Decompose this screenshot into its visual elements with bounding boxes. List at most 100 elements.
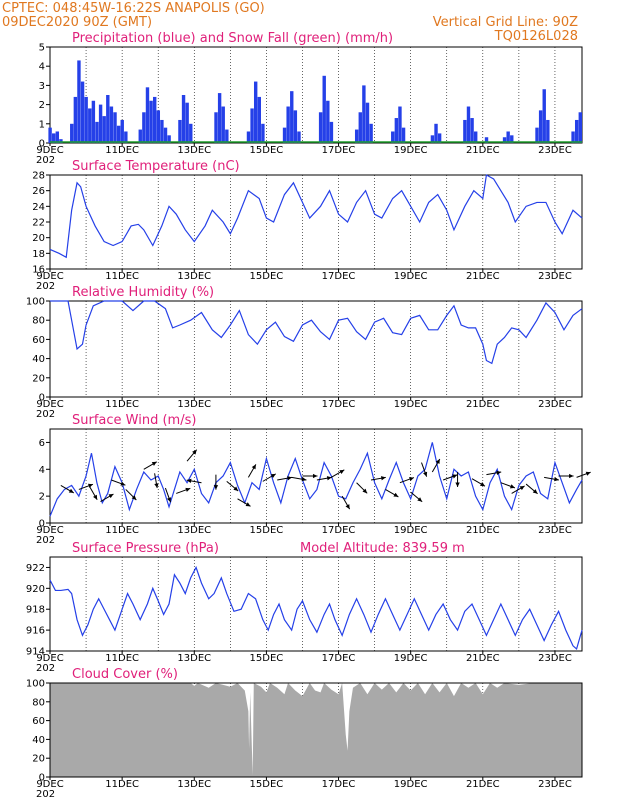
precip-bar <box>70 123 74 143</box>
cloud-ytick-label: 100 <box>26 679 45 690</box>
precip-bar <box>95 121 99 143</box>
wind-arrow-head <box>192 449 197 455</box>
wind-arrow-head <box>452 474 458 479</box>
cloud-panel: Cloud Cover (%) 0 20 40 60 80 100 9DEC 11DEC 13DE… <box>26 667 583 800</box>
rh-ytick-label: 0 <box>39 393 45 404</box>
precip-bar <box>88 108 92 143</box>
pressure-date-label: 21DEC <box>466 653 500 664</box>
rh-date-label: 11DEC <box>105 399 139 410</box>
precip-bar <box>98 104 103 143</box>
temp-date-label: 13DEC <box>177 271 211 282</box>
wind-arrow-head <box>569 473 574 479</box>
cloud-date-label: 9DEC <box>36 779 63 790</box>
wind-arrow-head <box>108 494 114 499</box>
cloud-date-label: 17DEC <box>322 779 356 790</box>
wind-ytick-label: 2 <box>39 492 45 503</box>
temp-title: Surface Temperature (nC) <box>72 159 240 174</box>
pressure-ytick-label: 922 <box>26 563 45 574</box>
precip-bar <box>185 102 189 143</box>
temp-date-label: 15DEC <box>250 271 284 282</box>
precip-bar <box>574 119 579 143</box>
precip-bar <box>401 127 406 143</box>
temp-ytick-label: 20 <box>32 233 45 244</box>
pressure-date-label: 17DEC <box>322 653 356 664</box>
precip-bar <box>297 131 301 143</box>
precip-bar <box>354 129 359 143</box>
pressure-ytick-label: 920 <box>26 584 45 595</box>
precip-bar <box>257 96 261 143</box>
precip-bar <box>160 119 164 143</box>
precip-bar <box>470 118 474 143</box>
precip-bar <box>156 110 161 143</box>
wind-ytick-label: 4 <box>39 465 45 476</box>
temp-ytick-label: 16 <box>32 265 45 276</box>
wind-arrow-head <box>186 478 192 484</box>
precip-bar <box>546 119 550 143</box>
precip-ytick-label: 1 <box>39 119 45 130</box>
precip-bar <box>163 127 168 143</box>
rh-ytick-label: 80 <box>32 316 45 327</box>
temp-frame <box>49 174 583 270</box>
precip-bar <box>73 96 78 143</box>
temp-ytick-label: 28 <box>32 171 45 182</box>
wind-arrow-head <box>585 471 591 476</box>
rh-ytick-label: 100 <box>26 297 45 308</box>
grid-note: Vertical Grid Line: 90Z <box>433 15 578 30</box>
wind-arrow-head <box>380 476 386 481</box>
wind-arrow-head <box>479 482 485 487</box>
wind-arrow-head <box>496 470 502 475</box>
precip-ytick-label: 5 <box>39 43 45 54</box>
precip-date-label: 13DEC <box>177 145 211 156</box>
cloud-cover-area <box>50 683 582 777</box>
pressure-series-line <box>49 565 583 650</box>
wind-frame <box>49 428 583 524</box>
precip-bar <box>261 123 265 143</box>
wind-date-label: 13DEC <box>177 525 211 536</box>
precip-bar <box>463 119 467 143</box>
wind-arrow-head <box>455 482 460 487</box>
temp-ytick-label: 24 <box>32 202 45 213</box>
wind-ytick-label: 0 <box>39 519 45 530</box>
pressure-date-label: 15DEC <box>250 653 284 664</box>
wind-arrow-head <box>301 477 307 482</box>
precip-bar <box>430 135 435 143</box>
rh-year-stub: 202 <box>36 409 55 420</box>
precip-bar <box>149 100 153 143</box>
pressure-subtitle: Model Altitude: 839.59 m <box>300 541 465 556</box>
cloud-date-label: 15DEC <box>250 779 284 790</box>
precip-bar <box>538 110 543 143</box>
wind-arrow-head <box>509 484 515 489</box>
cloud-ytick-label: 20 <box>32 754 45 765</box>
rh-title: Relative Humidity (%) <box>72 285 214 300</box>
rh-ytick-label: 60 <box>32 335 45 346</box>
precip-date-label: 21DEC <box>466 145 500 156</box>
precip-bar <box>102 116 106 143</box>
precip-bar <box>434 123 438 143</box>
rh-date-label: 19DEC <box>394 399 428 410</box>
wind-title: Surface Wind (m/s) <box>72 413 196 428</box>
precip-bar <box>571 131 575 143</box>
pressure-date-label: 13DEC <box>177 653 211 664</box>
temp-series-line <box>49 174 583 259</box>
wind-arrow-head <box>287 476 292 481</box>
rh-date-label: 9DEC <box>36 399 63 410</box>
temp-date-label: 11DEC <box>105 271 139 282</box>
rh-date-label: 17DEC <box>322 399 356 410</box>
wind-date-label: 15DEC <box>250 525 284 536</box>
wind-arrow-head <box>87 483 93 488</box>
panels-group: Precipitation (blue) and Snow Fall (gree… <box>26 31 591 800</box>
temp-date-label: 23DEC <box>538 271 572 282</box>
precip-date-label: 15DEC <box>250 145 284 156</box>
wind-arrow-head <box>326 476 332 481</box>
precip-bar <box>391 131 395 143</box>
precip-date-label: 17DEC <box>322 145 356 156</box>
wind-arrow-head <box>362 488 368 494</box>
precip-bar <box>286 106 290 143</box>
precip-frame <box>49 46 583 144</box>
precip-bar <box>217 93 222 143</box>
precip-ytick-label: 3 <box>39 81 45 92</box>
wind-arrow-head <box>245 502 251 507</box>
precip-bar <box>246 131 251 143</box>
wind-panel: Surface Wind (m/s) 0 2 4 6 9DEC 11DEC 13DEC 15DE… <box>36 413 591 546</box>
